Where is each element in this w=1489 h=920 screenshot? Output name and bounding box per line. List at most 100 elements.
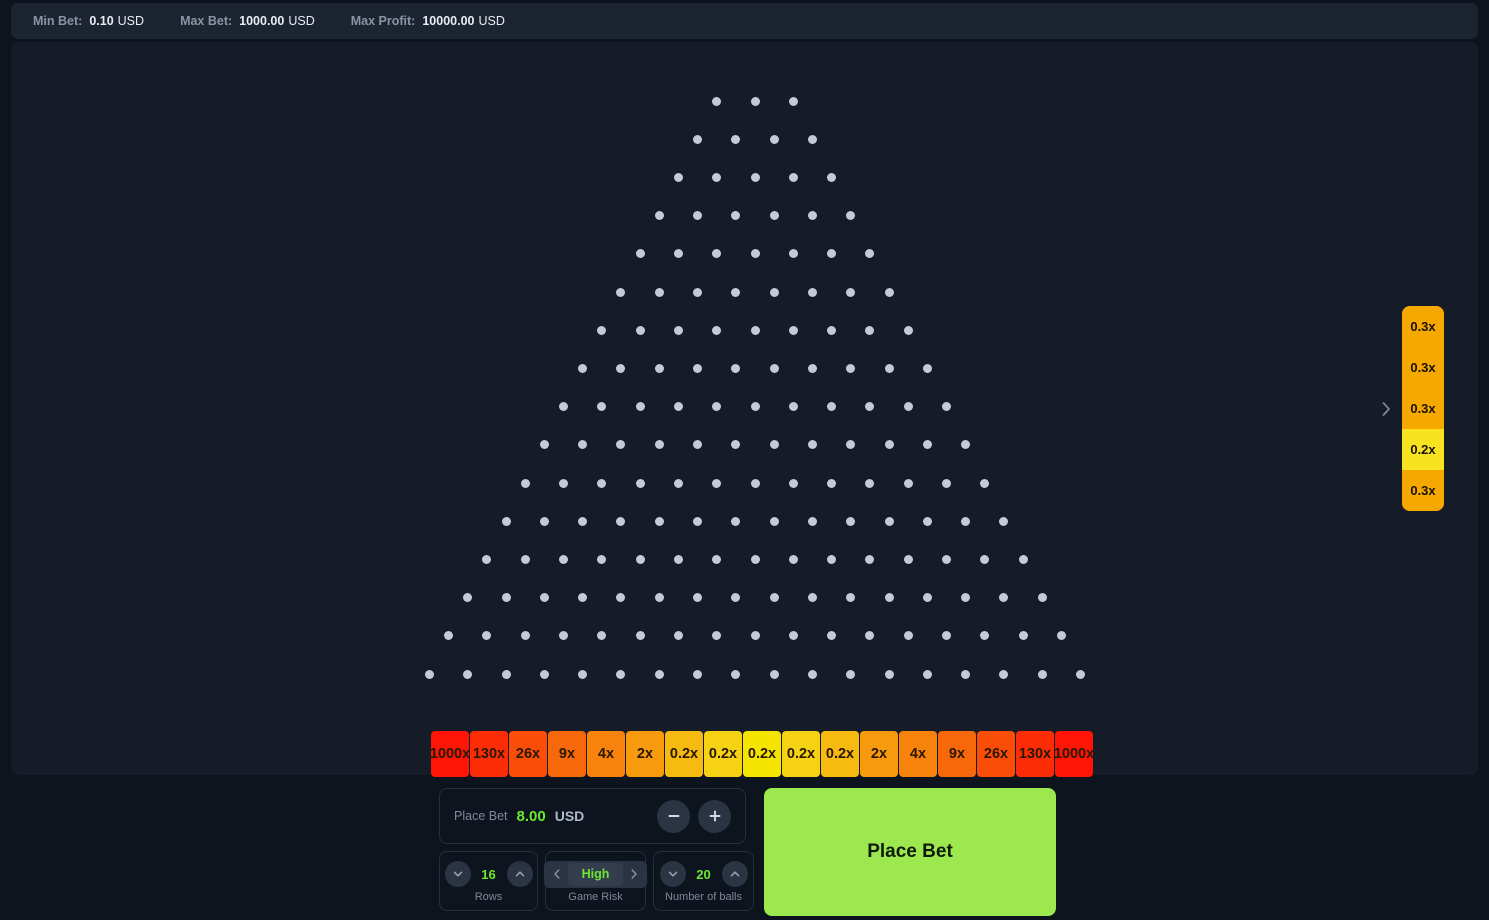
peg [501,516,511,526]
peg [1018,554,1028,564]
peg [635,478,645,488]
game-risk-value[interactable]: High [567,862,624,886]
chevron-right-icon[interactable] [623,861,645,888]
peg [846,440,856,450]
peg [693,669,703,679]
peg [539,593,549,603]
peg [884,363,894,373]
multiplier-bucket: 0.2x [665,731,703,777]
payout-history-item: 0.2x [1402,429,1444,470]
peg [827,402,837,412]
peg [559,554,568,564]
peg [520,478,530,488]
chevron-up-icon[interactable] [721,861,748,887]
peg [807,363,817,373]
chevron-down-icon[interactable] [444,861,471,887]
peg [769,516,779,526]
peg [463,669,473,679]
peg [712,172,722,182]
peg [807,669,817,679]
minus-icon[interactable] [657,799,690,833]
max-bet-currency: USD [288,14,315,28]
multiplier-bucket: 1000x [1055,731,1093,777]
multiplier-bucket: 4x [899,731,937,777]
peg [559,631,568,641]
peg [578,440,588,450]
peg [827,325,837,335]
peg [597,631,607,641]
bet-amount-value[interactable]: 8.00 [516,807,546,825]
peg [424,669,434,679]
game-risk-selector: High Game Risk [543,851,648,911]
peg [769,593,779,603]
peg [693,211,703,221]
peg [578,669,588,679]
peg [731,593,741,603]
peg [635,631,645,641]
game-risk-controls: High [543,859,648,889]
multiplier-bucket: 26x [509,731,547,777]
peg [865,249,875,259]
chevron-left-icon[interactable] [546,861,568,888]
chevron-up-icon[interactable] [506,861,533,887]
peg [846,211,856,221]
peg [961,440,971,450]
peg [922,669,932,679]
peg [865,554,875,564]
peg [788,554,798,564]
peg [788,172,798,182]
peg [693,363,703,373]
place-bet-button[interactable]: Place Bet [764,788,1056,916]
peg [807,211,817,221]
peg [654,669,664,679]
multiplier-bucket: 0.2x [782,731,820,777]
plus-icon[interactable] [698,799,731,833]
chevron-down-icon[interactable] [659,861,686,887]
peg [616,669,626,679]
min-bet-value: 0.10 [89,14,114,28]
peg [616,440,626,450]
peg [673,325,683,335]
peg [673,554,683,564]
peg [578,593,588,603]
peg [597,478,607,488]
peg [827,631,837,641]
bet-amount-card[interactable]: Place Bet 8.00 USD [439,788,746,844]
peg [788,96,798,106]
multiplier-bucket: 0.2x [743,731,781,777]
peg [807,593,817,603]
min-bet-currency: USD [117,14,145,28]
chevron-right-icon[interactable] [1378,401,1394,417]
peg [712,249,722,259]
peg [961,516,971,526]
peg [865,631,875,641]
peg [769,134,779,144]
peg [616,287,626,297]
peg [654,363,664,373]
peg [750,631,760,641]
rows-stepper: 16 Rows [439,851,538,911]
peg [788,249,798,259]
peg [827,249,837,259]
peg [463,593,473,603]
peg [961,669,971,679]
max-profit-label: Max Profit: [350,14,416,28]
payout-history-item: 0.3x [1402,470,1444,511]
peg [884,516,894,526]
peg [712,402,722,412]
peg [635,249,645,259]
multiplier-bucket: 130x [470,731,508,777]
peg [942,554,951,564]
peg [961,593,971,603]
bet-controls-left: Place Bet 8.00 USD 16 [439,788,754,916]
peg [922,440,932,450]
peg [980,554,990,564]
peg [846,669,856,679]
peg [712,325,722,335]
peg [731,669,741,679]
peg [693,440,703,450]
peg [884,440,894,450]
peg [597,402,607,412]
max-profit-info: Max Profit: 10000.00 USD [351,14,505,28]
peg [903,325,913,335]
